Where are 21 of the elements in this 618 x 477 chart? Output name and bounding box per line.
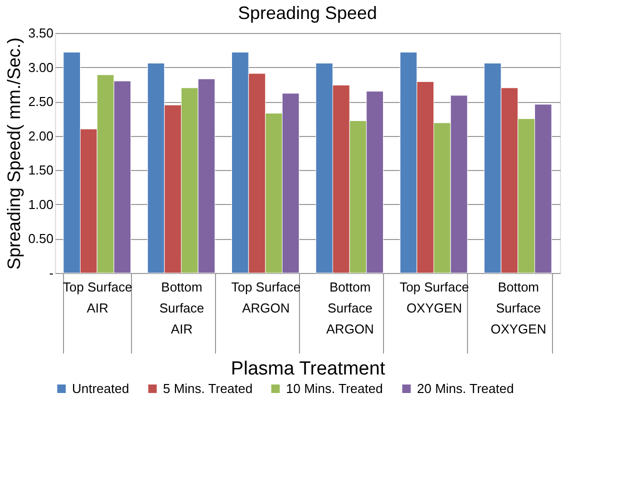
y-tick-label: 1.00 xyxy=(28,196,54,212)
legend-label: 5 Mins. Treated xyxy=(163,380,253,396)
legend-label: 10 Mins. Treated xyxy=(286,380,383,396)
x-axis-title: Plasma Treatment xyxy=(230,358,386,380)
chart-title: Spreading Speed xyxy=(238,3,378,23)
x-tick-label: Top Surface AIR xyxy=(62,280,132,316)
x-tick-label: Bottom Surface AIR xyxy=(159,280,204,336)
x-tick-label: Top Surface OXYGEN xyxy=(400,280,469,316)
legend-label: 20 Mins. Treated xyxy=(417,380,514,396)
legend-label: Untreated xyxy=(72,380,130,396)
y-axis-title: Spreading Speed( mm./Sec.) xyxy=(4,37,24,270)
x-tick-label: Bottom Surface OXYGEN xyxy=(490,280,546,336)
y-tick-label: 2.00 xyxy=(28,128,54,144)
y-tick-label: 2.50 xyxy=(28,94,54,110)
y-tick-label: 3.50 xyxy=(28,26,54,40)
x-tick-label: Top Surface ARGON xyxy=(231,280,301,316)
y-tick-label: 0.50 xyxy=(28,231,54,246)
y-tick-label: 3.00 xyxy=(28,60,54,75)
y-tick-label: 1.50 xyxy=(28,162,54,178)
y-tick-label: - xyxy=(49,266,54,280)
x-tick-label: Bottom Surface ARGON xyxy=(326,280,374,336)
